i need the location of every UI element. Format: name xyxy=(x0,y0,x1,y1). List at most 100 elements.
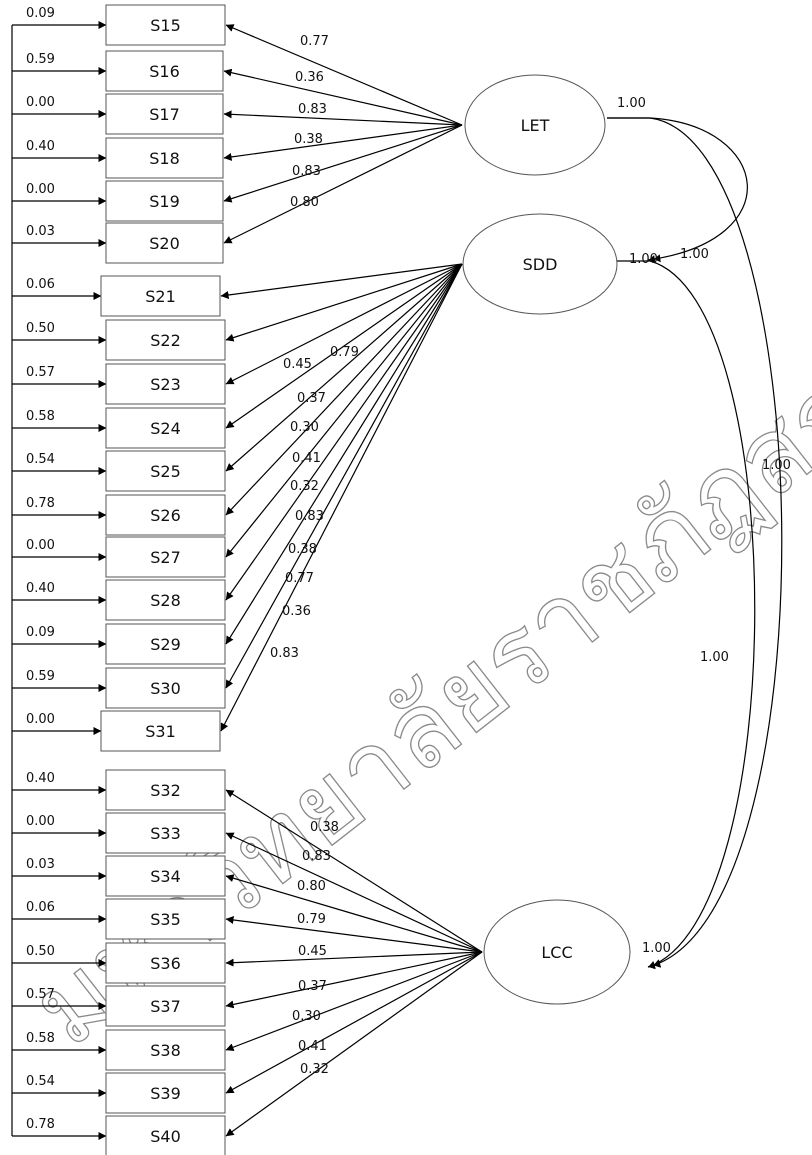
loading-label: 0.32 xyxy=(300,1062,329,1077)
error-label: 0.57 xyxy=(26,365,55,380)
loading-label: 0.83 xyxy=(270,646,299,661)
loading-arrow xyxy=(223,124,463,244)
loading-arrow xyxy=(225,263,463,558)
loading-label: 0.77 xyxy=(285,571,314,586)
indicator-box xyxy=(105,812,226,854)
factor-variance-label: 1.00 xyxy=(617,96,646,111)
error-label: 0.00 xyxy=(26,538,55,553)
labels-layer: 0.09 S15 0.59 S16 0.00 S17 0.40 S18 0.00 S19 0.03 S… xyxy=(26,6,791,1146)
latent-factor-ellipse xyxy=(464,74,606,176)
loading-arrow xyxy=(225,951,483,1052)
indicator-box xyxy=(105,623,226,665)
indicator-box xyxy=(105,985,226,1027)
loading-label: 0.32 xyxy=(290,479,319,494)
indicator-box xyxy=(100,275,221,317)
indicator-label: S27 xyxy=(150,548,181,567)
indicator-box xyxy=(105,898,226,940)
loading-label: 0.79 xyxy=(297,912,326,927)
error-label: 0.54 xyxy=(26,452,55,467)
correlation-label: 1.00 xyxy=(680,247,709,262)
factor-variance-label: 1.00 xyxy=(642,941,671,956)
loading-label: 0.36 xyxy=(295,70,324,85)
error-label: 0.00 xyxy=(26,814,55,829)
indicator-label: S24 xyxy=(150,419,181,438)
indicator-box xyxy=(105,942,226,984)
loading-arrow xyxy=(223,124,463,161)
loading-arrow xyxy=(223,110,463,126)
loading-arrow xyxy=(223,68,463,126)
indicator-label: S40 xyxy=(150,1127,181,1146)
indicator-label: S35 xyxy=(150,910,181,929)
indicator-label: S36 xyxy=(150,954,181,973)
error-label: 0.40 xyxy=(26,581,55,596)
error-label: 0.03 xyxy=(26,857,55,872)
indicator-label: S22 xyxy=(150,331,181,350)
error-label: 0.40 xyxy=(26,771,55,786)
loading-arrow xyxy=(225,263,463,601)
error-label: 0.00 xyxy=(26,712,55,727)
error-label: 0.50 xyxy=(26,944,55,959)
indicator-box xyxy=(105,1115,226,1155)
error-label: 0.06 xyxy=(26,900,55,915)
indicator-label: S28 xyxy=(150,591,181,610)
correlation-arc xyxy=(617,260,756,969)
indicator-label: S25 xyxy=(150,462,181,481)
indicator-label: S19 xyxy=(149,192,180,211)
error-label: 0.50 xyxy=(26,321,55,336)
loading-label: 0.36 xyxy=(282,604,311,619)
indicator-box xyxy=(105,180,224,222)
indicator-label: S37 xyxy=(150,997,181,1016)
error-label: 0.06 xyxy=(26,277,55,292)
loading-label: 0.77 xyxy=(300,34,329,49)
latent-factor-ellipse xyxy=(462,213,618,315)
correlation-arc xyxy=(607,117,748,264)
correlation-label: 1.00 xyxy=(700,650,729,665)
indicator-label: S34 xyxy=(150,867,181,886)
indicator-box xyxy=(105,137,224,179)
indicator-label: S38 xyxy=(150,1041,181,1060)
indicator-box xyxy=(105,363,226,405)
loading-label: 0.38 xyxy=(294,132,323,147)
indicator-box xyxy=(105,536,226,578)
indicator-box xyxy=(105,407,226,449)
loading-arrow xyxy=(223,124,463,203)
indicator-box xyxy=(105,450,226,492)
factor-variance-label: 1.00 xyxy=(629,252,658,267)
loading-label: 0.79 xyxy=(330,345,359,360)
loading-arrow xyxy=(225,263,463,429)
indicator-label: S23 xyxy=(150,375,181,394)
indicator-box xyxy=(105,579,226,621)
loading-label: 0.80 xyxy=(290,195,319,210)
indicator-box xyxy=(105,667,226,709)
loading-arrow xyxy=(225,951,483,967)
loading-label: 0.83 xyxy=(295,509,324,524)
loading-label: 0.45 xyxy=(283,357,312,372)
correlation-label: 1.00 xyxy=(762,458,791,473)
loading-arrow xyxy=(225,874,483,953)
indicator-box xyxy=(105,769,226,811)
loading-label: 0.37 xyxy=(298,979,327,994)
indicator-box xyxy=(105,222,224,264)
indicator-box xyxy=(105,1029,226,1071)
loading-arrow xyxy=(225,916,483,953)
loading-label: 0.38 xyxy=(288,542,317,557)
latent-factor-ellipse xyxy=(483,899,631,1005)
error-label: 0.58 xyxy=(26,1031,55,1046)
factor-label: LCC xyxy=(541,943,572,962)
loading-arrow xyxy=(225,951,483,1009)
loading-label: 0.80 xyxy=(297,879,326,894)
loading-arrow xyxy=(225,24,463,126)
error-label: 0.78 xyxy=(26,496,55,511)
loading-label: 0.37 xyxy=(297,391,326,406)
error-label: 0.00 xyxy=(26,95,55,110)
loading-arrow xyxy=(220,263,463,299)
indicator-label: S33 xyxy=(150,824,181,843)
indicator-label: S32 xyxy=(150,781,181,800)
indicator-box xyxy=(105,1072,226,1114)
loading-label: 0.83 xyxy=(298,102,327,117)
indicator-label: S16 xyxy=(149,62,180,81)
loading-arrow xyxy=(225,263,463,516)
loading-label: 0.30 xyxy=(292,1009,321,1024)
indicator-label: S39 xyxy=(150,1084,181,1103)
